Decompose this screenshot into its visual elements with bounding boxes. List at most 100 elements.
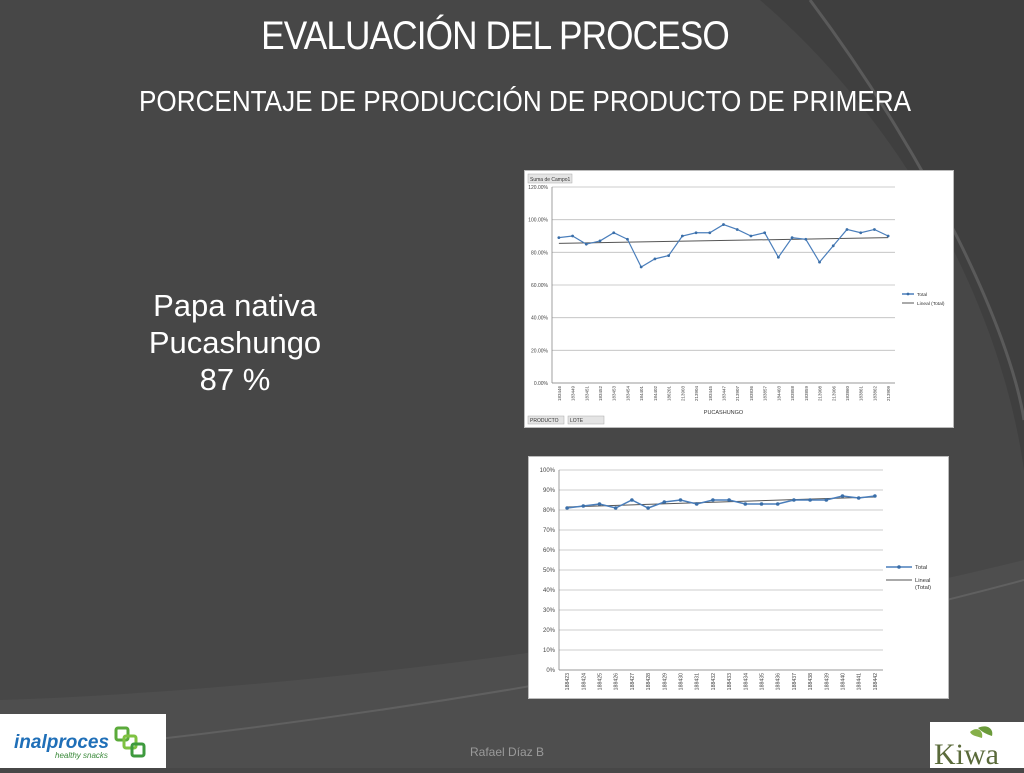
chart-2-x-tick-label: 188423: [565, 673, 571, 690]
chart-1-x-tick-label: 183860: [845, 386, 850, 402]
chart-2-y-tick-label: 80%: [543, 508, 556, 514]
chart-1-data-point: [708, 231, 712, 235]
inalproces-logo: inalproces healthy snacks: [0, 714, 166, 768]
chart-2-x-tick-label: 188439: [824, 673, 830, 690]
chart-2-legend-marker-total: [897, 565, 901, 569]
chart-1-data-point: [557, 236, 561, 240]
chart-2-svg: 0% 10% 20% 30% 40% 50% 60% 70% 80% 90% 100% 188423 1…: [540, 468, 932, 690]
chart-2-data-point: [824, 498, 829, 502]
chart-1-legend-marker-total: [906, 292, 910, 296]
chart-1-x-tick-label: 184401: [639, 386, 644, 402]
pivot-chart-pucashungo: 0.00% 20.00% 40.00% 60.00% 80.00% 100.00% 120.…: [524, 170, 954, 428]
chart-1-data-point: [653, 257, 657, 261]
chart-1-data-point: [790, 236, 794, 240]
chart-1-data-point: [804, 237, 808, 241]
chart-2-y-tick-label: 100%: [540, 468, 556, 474]
product-summary: Papa nativa Pucashungo 87 %: [110, 287, 360, 398]
chart-2-data-point: [613, 506, 618, 510]
chart-1-data-point: [845, 228, 849, 231]
chart-1-y-tick-label: 80.00%: [531, 250, 549, 256]
chart-1-data-point: [873, 228, 876, 231]
chart-2-series-line-total: [567, 495, 875, 509]
chart-1-x-tick-label: 183859: [804, 386, 809, 402]
chart-2-x-tick-label: 188434: [743, 673, 749, 690]
chart-1-x-tick-label: 183857: [763, 386, 768, 402]
chart-1-x-tick-label: 183862: [872, 386, 877, 402]
product-name-line1: Papa nativa: [153, 288, 317, 323]
chart-2-x-tick-label: 188437: [792, 673, 798, 690]
chart-1-field-button: [527, 173, 573, 184]
chart-1-trend-line: [558, 237, 889, 244]
chart-2-legend-label-trend-line2: (Total): [915, 585, 931, 591]
chart-1-filter-button-label: PRODUCTO: [530, 418, 559, 424]
chart-1-field-button-label: Suma de Campo1: [530, 177, 571, 183]
chart-2-data-point: [727, 498, 731, 502]
author-footer: Rafael Díaz B: [470, 745, 545, 759]
chart-2-data-point: [662, 500, 667, 504]
chart-2-x-tick-label: 188433: [727, 673, 733, 690]
chart-2-x-tick-label: 188424: [581, 673, 587, 690]
chart-2-x-tick-label: 188435: [760, 673, 766, 690]
chart-1-x-axis-title: PUCASHUNGO: [704, 410, 744, 416]
chart-1-series-line-total: [558, 223, 889, 268]
chart-2-data-point: [840, 494, 845, 498]
chart-2-y-tick-label: 20%: [543, 628, 556, 634]
chart-1-legend-label-total: Total: [917, 292, 927, 298]
chart-2-data-point: [597, 502, 602, 506]
chart-2-x-tick-label: 188432: [711, 673, 717, 690]
chart-1-x-tick-label: 183453: [612, 386, 617, 402]
chart-2-x-tick-label: 188436: [776, 673, 782, 690]
chart-1-x-tick-label: 183452: [598, 386, 603, 402]
chart-1-x-tick-label: 183858: [790, 386, 795, 402]
chart-2-x-tick-label: 188442: [873, 673, 879, 690]
chart-2-data-point: [873, 494, 877, 498]
chart-1-x-tick-label: 213906: [831, 386, 836, 402]
chart-2-legend-label-total: Total: [915, 565, 927, 571]
chart-1-x-tick-label: 183451: [584, 386, 589, 402]
chart-1-x-tick-label: 186201: [667, 386, 672, 402]
chart-1-data-point: [680, 234, 684, 238]
chart-1-x-tick-label: 184403: [776, 386, 781, 402]
chart-1-data-point: [735, 228, 739, 231]
chart-1-x-tick-label: 213907: [735, 386, 740, 402]
chart-1-x-tick-label: 183454: [625, 386, 630, 402]
chart-1-data-point: [598, 239, 602, 243]
chart-2-x-tick-label: 188431: [695, 673, 701, 690]
kiwa-logo: Kiwa: [930, 722, 1024, 771]
chart-2-data-point: [775, 502, 780, 506]
chart-2-data-point: [678, 498, 683, 502]
chart-2-y-tick-label: 70%: [543, 528, 556, 534]
inalproces-logo-subtext: healthy snacks: [55, 751, 108, 760]
chart-1-y-tick-label: 60.00%: [531, 283, 549, 289]
chart-1-filter-button: [567, 415, 605, 425]
chart-1-x-tick-label: 213904: [694, 386, 699, 402]
chart-2-data-point: [759, 502, 764, 506]
chart-1-data-point: [831, 244, 835, 248]
chart-1-legend-label-trend: Lineal (Total): [917, 301, 945, 307]
chart-2-y-tick-label: 60%: [543, 548, 556, 554]
chart-2-x-tick-label: 188428: [646, 673, 652, 690]
product-name-line2: Pucashungo: [148, 325, 322, 360]
slide-subtitle: PORCENTAJE DE PRODUCCIÓN DE PRODUCTO DE …: [139, 86, 911, 118]
chart-2-data-point: [743, 502, 748, 506]
chart-1-x-tick-label: 183449: [571, 386, 576, 402]
chart-1-x-tick-label: 213909: [886, 386, 891, 402]
chart-2-x-tick-label: 188440: [841, 673, 847, 690]
chart-1-data-point: [584, 242, 588, 246]
chart-1-data-point: [571, 234, 574, 238]
chart-2-y-tick-label: 10%: [543, 648, 556, 654]
chart-1-data-point: [722, 223, 725, 226]
chart-2-x-tick-label: 188425: [598, 673, 604, 690]
chart-2-data-point: [856, 496, 861, 500]
chart-1-filter-button-label: LOTE: [570, 418, 584, 424]
chart-2-y-tick-label: 90%: [543, 488, 556, 494]
chart-2-y-tick-label: 0%: [546, 668, 555, 674]
chart-2-trend-line: [567, 496, 875, 508]
chart-2-data-point: [646, 506, 650, 510]
chart-1-x-tick-label: 183446: [557, 386, 562, 402]
chart-1-data-point: [776, 255, 780, 259]
chart-2-data-point: [581, 504, 586, 508]
chart-1-data-point: [749, 234, 753, 238]
chart-2-y-tick-label: 30%: [543, 608, 556, 614]
inalproces-logo-text: inalproces: [14, 732, 109, 753]
